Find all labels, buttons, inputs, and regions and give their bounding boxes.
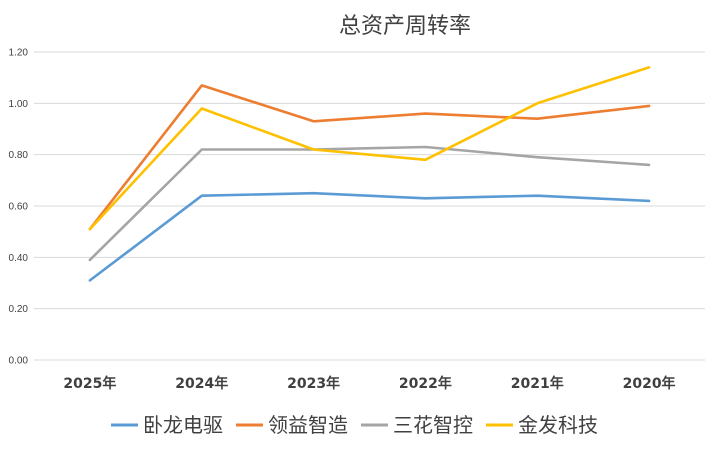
x-tick-label: 2021年 [511, 375, 564, 392]
x-tick-label: 2025年 [63, 375, 116, 392]
legend-label: 金发科技 [518, 413, 598, 437]
x-tick-label: 2023年 [287, 375, 340, 392]
legend-label: 领益智造 [268, 413, 348, 437]
y-tick-label: 0.00 [9, 356, 29, 367]
chart-title: 总资产周转率 [339, 14, 471, 39]
legend-label: 卧龙电驱 [143, 413, 223, 437]
y-tick-label: 0.20 [9, 304, 29, 315]
y-tick-label: 1.20 [9, 48, 29, 59]
x-tick-label: 2022年 [399, 375, 452, 392]
series-line-0 [88, 191, 651, 282]
y-tick-label: 0.80 [9, 150, 29, 161]
legend-label: 三花智控 [393, 413, 473, 437]
y-tick-label: 0.40 [9, 253, 29, 264]
gridlines [34, 51, 705, 361]
series-line-2 [88, 145, 651, 262]
legend: 卧龙电驱 领益智造 三花智控 金发科技 [111, 413, 598, 437]
series-line-1 [88, 84, 651, 231]
series-line-3 [88, 66, 651, 231]
y-tick-label: 1.00 [9, 99, 29, 110]
y-axis-ticks: 0.00 0.20 0.40 0.60 0.80 1.00 1.20 [9, 48, 29, 367]
x-axis-ticks: 2025年 2024年 2023年 2022年 2021年 2020年 [63, 375, 675, 392]
x-tick-label: 2020年 [623, 375, 676, 392]
x-tick-label: 2024年 [175, 375, 228, 392]
series-lines [88, 66, 651, 282]
y-tick-label: 0.60 [9, 202, 29, 213]
